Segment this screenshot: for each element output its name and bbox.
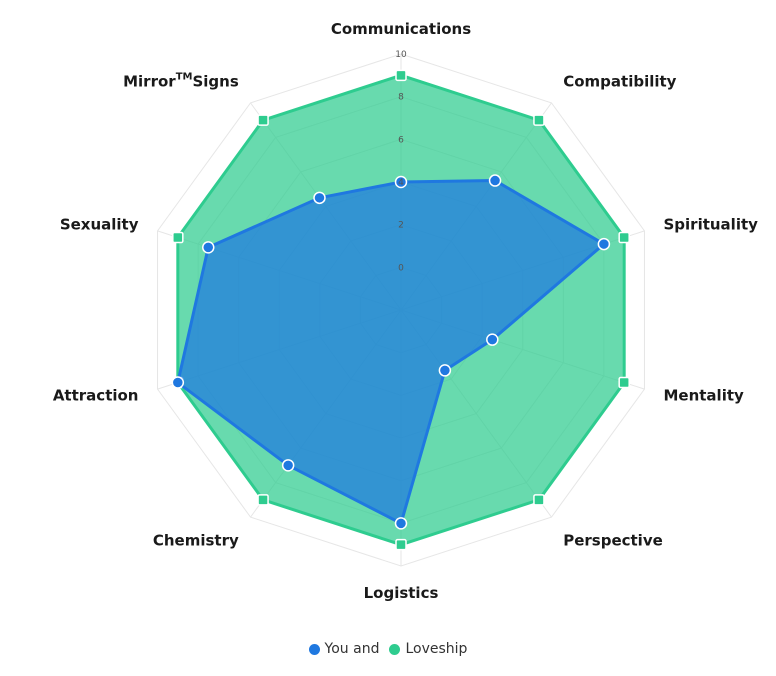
data-point-you-and-logistics[interactable] — [394, 517, 408, 530]
radar-series — [171, 69, 630, 551]
data-point-you-and-mentality[interactable] — [486, 333, 499, 346]
axis-label-communications: Communications — [331, 20, 471, 38]
tick-label-8: 8 — [398, 93, 404, 103]
data-point-loveship-logistics[interactable] — [395, 538, 407, 551]
axis-label-perspective: Perspective — [563, 531, 663, 549]
axis-label-mentality: Mentality — [663, 386, 744, 404]
axis-label-attraction: Attraction — [53, 386, 139, 404]
legend-label-you-and: You and — [324, 641, 380, 657]
legend-item-you-and[interactable]: You and — [308, 641, 380, 657]
data-point-you-and-sexuality[interactable] — [202, 241, 215, 254]
chart-legend: You and Loveship — [0, 641, 776, 657]
series-you-and — [171, 174, 611, 530]
tick-label-6: 6 — [398, 135, 404, 145]
data-point-you-and-attraction[interactable] — [171, 376, 185, 389]
data-point-loveship-communications[interactable] — [395, 69, 407, 82]
data-point-loveship-mentality[interactable] — [618, 376, 630, 389]
axis-labels: Communications Compatibility Spirituality M… — [53, 20, 758, 602]
data-point-you-and-mirror-signs[interactable] — [313, 191, 326, 205]
axis-label-chemistry: Chemistry — [153, 531, 239, 549]
data-point-loveship-spirituality[interactable] — [618, 231, 630, 244]
tick-label-4: 4 — [398, 178, 404, 188]
axis-label-logistics: Logistics — [364, 584, 439, 602]
data-point-loveship-perspective[interactable] — [533, 494, 545, 506]
axis-label-sexuality: Sexuality — [60, 216, 139, 234]
data-point-you-and-spirituality[interactable] — [597, 237, 611, 251]
legend-item-loveship[interactable]: Loveship — [389, 641, 467, 657]
legend-marker-loveship — [389, 643, 401, 655]
tick-label-0: 0 — [398, 263, 404, 273]
axis-label-mirrorsigns: MirrorTMSigns — [123, 72, 239, 91]
axis-label-compatibility: Compatibility — [563, 73, 676, 91]
data-point-loveship-mirror-signs[interactable] — [257, 114, 269, 126]
data-point-you-and-perspective[interactable] — [438, 364, 452, 377]
axis-label-spirituality: Spirituality — [663, 216, 758, 234]
tick-label-10: 10 — [395, 50, 407, 60]
data-point-loveship-sexuality[interactable] — [172, 231, 184, 244]
data-point-loveship-compatibility[interactable] — [533, 114, 545, 126]
data-point-loveship-chemistry[interactable] — [257, 494, 269, 506]
radial-tick-labels: 0 2 4 6 8 10 — [395, 50, 407, 273]
legend-label-loveship: Loveship — [405, 641, 468, 657]
data-point-you-and-communications[interactable] — [394, 175, 408, 189]
tick-label-2: 2 — [398, 221, 404, 231]
data-point-you-and-chemistry[interactable] — [281, 459, 295, 472]
legend-marker-you-and — [308, 643, 320, 655]
data-point-you-and-compatibility[interactable] — [488, 174, 502, 187]
